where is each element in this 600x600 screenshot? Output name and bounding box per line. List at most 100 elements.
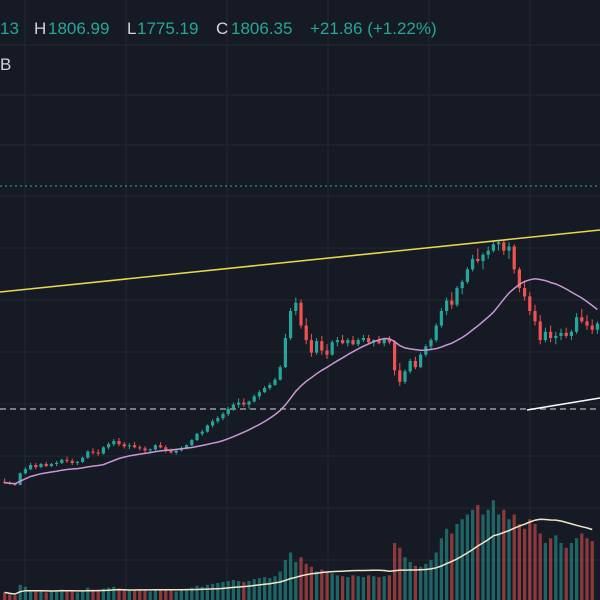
volume-bar <box>205 584 210 600</box>
candle-body <box>450 300 454 305</box>
trend-line <box>0 229 600 293</box>
candle-body <box>221 414 225 419</box>
volume-bar <box>179 590 184 600</box>
volume-bar <box>200 586 204 600</box>
candle-body <box>595 323 600 330</box>
volume-bar <box>470 509 475 600</box>
volume-bar <box>236 581 241 600</box>
volume-moving-average-line <box>4 518 593 595</box>
volume-bar <box>450 533 454 600</box>
candles <box>2 240 600 486</box>
candle-body <box>262 388 267 393</box>
candle-body <box>585 321 589 326</box>
volume-bar <box>418 566 423 600</box>
volume-bar <box>54 590 59 600</box>
candle-body <box>28 465 33 470</box>
candle-body <box>23 469 28 474</box>
candle-body <box>278 367 282 380</box>
volume-bar <box>91 589 95 600</box>
volume-bar <box>13 595 17 600</box>
volume-bar <box>533 524 537 600</box>
volume-bar <box>226 581 230 600</box>
volume-bar <box>408 562 412 600</box>
volume-bar <box>106 587 111 600</box>
candle-body <box>434 325 438 341</box>
volume-bar <box>153 589 158 600</box>
candle-body <box>382 339 386 344</box>
candle-body <box>117 441 121 445</box>
volume-bar <box>564 547 568 600</box>
candle-body <box>283 338 288 368</box>
volume-bar <box>465 514 470 600</box>
candle-body <box>236 402 241 405</box>
volume-bar <box>86 587 90 600</box>
candle-body <box>398 370 402 382</box>
volume-bar <box>184 589 189 600</box>
price-levels <box>0 185 600 410</box>
candle-body <box>80 457 85 462</box>
volume-bar <box>96 590 100 600</box>
volume-bar <box>23 586 28 600</box>
volume-bar <box>554 535 558 600</box>
indicator-label: B <box>0 55 12 74</box>
candle-body <box>143 448 147 451</box>
candle-body <box>216 418 220 422</box>
volume-bar <box>314 571 319 600</box>
volume-bar <box>543 543 548 600</box>
volume-bar <box>122 589 126 600</box>
volume-bar <box>257 578 262 600</box>
volume-bar <box>413 565 418 600</box>
candle-body <box>366 338 371 343</box>
candle-body <box>564 332 568 336</box>
candle-body <box>273 379 277 385</box>
candle-body <box>39 463 43 468</box>
candle-body <box>18 473 22 485</box>
volume-bar <box>288 552 293 600</box>
candle-body <box>465 269 470 282</box>
candle-body <box>460 281 464 289</box>
candle-body <box>247 401 251 405</box>
volume-bar <box>143 590 147 600</box>
volume-bar <box>398 547 402 600</box>
close-key: C <box>216 19 229 38</box>
volume-bar <box>70 591 74 600</box>
volume-bar <box>65 590 69 600</box>
candle-body <box>242 402 246 405</box>
candle-body <box>205 425 210 432</box>
candle-body <box>54 462 59 464</box>
volume-bar <box>403 557 407 600</box>
candle-body <box>470 258 475 270</box>
candle-body <box>226 408 230 415</box>
volume-bar <box>101 588 106 600</box>
volume-bar <box>491 500 496 600</box>
volume-bar <box>80 590 85 600</box>
candle-body <box>174 450 178 453</box>
volume-bar <box>210 583 215 600</box>
volume-bar <box>528 519 532 600</box>
candle-body <box>184 445 189 449</box>
indicator-lines <box>0 229 600 595</box>
candle-body <box>190 440 194 446</box>
candle-body <box>86 451 90 458</box>
candle-body <box>392 342 397 371</box>
volume-bar <box>148 591 152 600</box>
candle-body <box>387 339 392 343</box>
volume-bar <box>252 579 256 600</box>
candle-body <box>335 340 340 343</box>
candle-body <box>158 445 163 448</box>
volume-bar <box>330 573 334 600</box>
volume-bar <box>325 571 329 600</box>
close-value: 1806.35 <box>231 19 293 38</box>
candle-body <box>408 360 412 372</box>
volume-bar <box>377 577 381 600</box>
candle-body <box>538 321 542 341</box>
candle-body <box>231 404 236 409</box>
candle-body <box>314 341 319 353</box>
candle-body <box>496 242 501 245</box>
volume-bar <box>242 581 246 600</box>
volume-bar <box>496 514 501 600</box>
volume-bar <box>247 581 251 600</box>
